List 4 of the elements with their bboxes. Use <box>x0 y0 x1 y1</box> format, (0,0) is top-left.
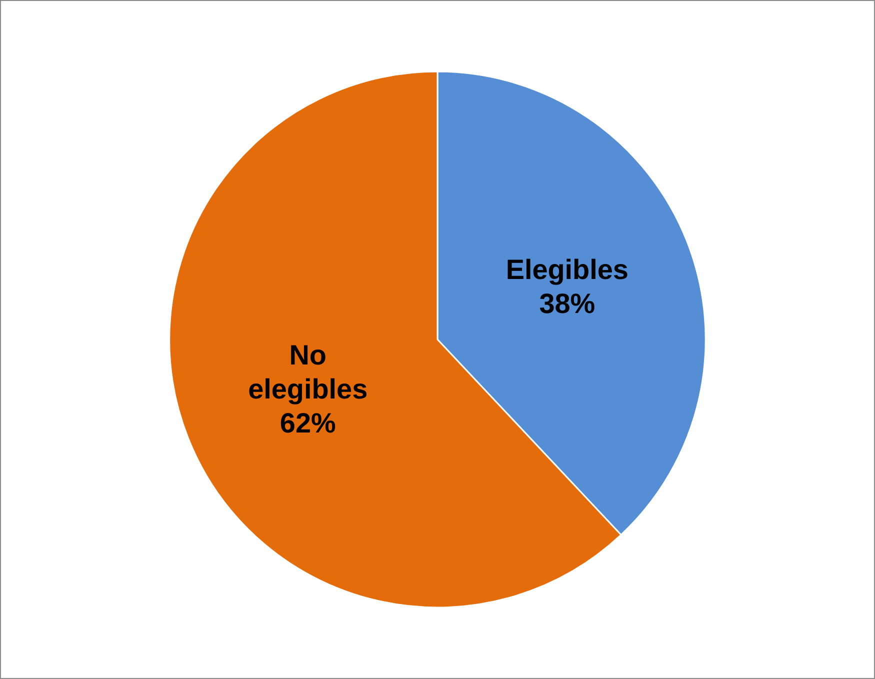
data-label: 38% <box>539 288 596 319</box>
data-label: 62% <box>280 407 336 438</box>
slice-label: No elegibles <box>248 340 368 404</box>
slice-label: Elegibles <box>506 254 628 285</box>
